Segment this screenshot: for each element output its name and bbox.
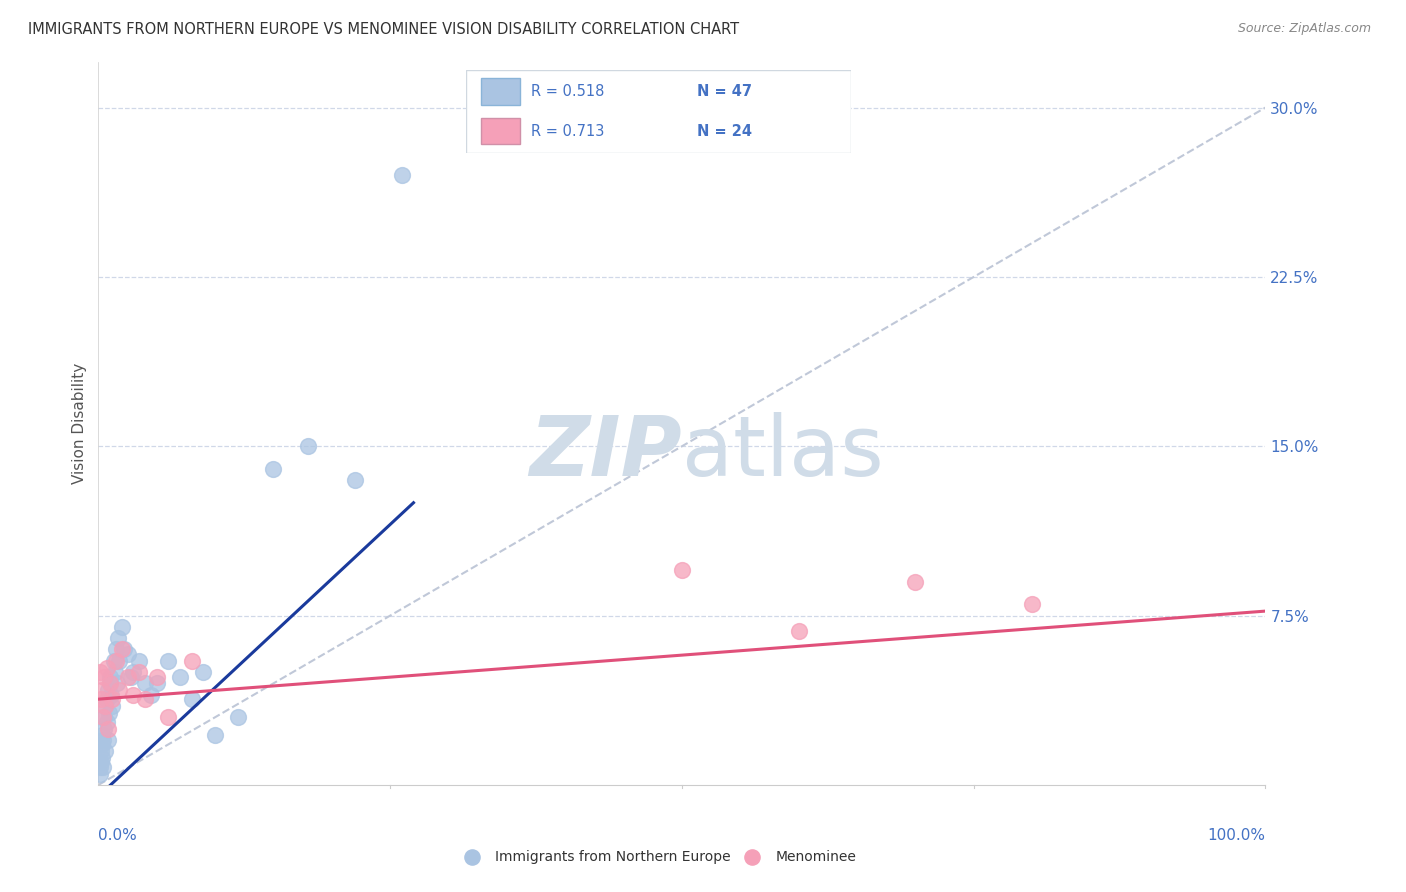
Point — [228, 710, 250, 724]
Point — [91, 732, 114, 747]
Point — [344, 473, 367, 487]
Point — [391, 169, 413, 183]
Text: 100.0%: 100.0% — [1208, 829, 1265, 843]
Text: 0.0%: 0.0% — [98, 829, 138, 843]
Point — [97, 683, 120, 698]
Point — [91, 710, 114, 724]
Point — [96, 692, 118, 706]
Point — [139, 688, 162, 702]
Point — [101, 692, 124, 706]
Point — [98, 676, 121, 690]
Point — [89, 766, 111, 780]
Point — [94, 744, 117, 758]
Point — [112, 642, 135, 657]
Point — [93, 722, 115, 736]
Point — [108, 654, 131, 668]
Point — [157, 654, 180, 668]
Point — [117, 669, 139, 683]
Point — [180, 692, 202, 706]
Point — [90, 728, 112, 742]
Point — [1021, 598, 1043, 612]
Point — [193, 665, 215, 679]
Point — [120, 669, 142, 683]
Text: Immigrants from Northern Europe: Immigrants from Northern Europe — [495, 850, 731, 864]
Point — [90, 692, 112, 706]
Point — [105, 676, 128, 690]
Text: IMMIGRANTS FROM NORTHERN EUROPE VS MENOMINEE VISION DISABILITY CORRELATION CHART: IMMIGRANTS FROM NORTHERN EUROPE VS MENOM… — [28, 22, 740, 37]
Text: atlas: atlas — [682, 412, 883, 493]
Point — [262, 462, 284, 476]
Point — [111, 620, 134, 634]
Point — [111, 642, 134, 657]
Point — [90, 751, 112, 765]
Point — [93, 710, 115, 724]
Point — [104, 642, 127, 657]
Point — [89, 760, 111, 774]
Point — [297, 439, 319, 453]
Y-axis label: Vision Disability: Vision Disability — [72, 363, 87, 484]
Point — [96, 714, 118, 729]
Text: Source: ZipAtlas.com: Source: ZipAtlas.com — [1237, 22, 1371, 36]
Point — [104, 654, 127, 668]
Point — [97, 706, 120, 720]
Point — [122, 665, 145, 679]
Point — [94, 698, 117, 713]
Point — [97, 722, 120, 736]
Point — [134, 676, 156, 690]
Point — [146, 669, 169, 683]
Point — [103, 654, 125, 668]
Point — [89, 665, 111, 679]
Point — [101, 698, 124, 713]
Point — [671, 564, 693, 578]
Point — [98, 669, 121, 683]
Point — [134, 692, 156, 706]
Point — [157, 710, 180, 724]
Point — [96, 660, 118, 674]
Point — [787, 624, 810, 639]
Point — [97, 732, 120, 747]
Point — [90, 744, 112, 758]
Point — [104, 665, 127, 679]
Point — [91, 760, 114, 774]
Point — [94, 698, 117, 713]
Text: Menominee: Menominee — [775, 850, 856, 864]
Point — [100, 688, 122, 702]
Point — [90, 683, 112, 698]
Point — [904, 574, 927, 589]
Point — [146, 676, 169, 690]
Point — [204, 728, 226, 742]
Point — [122, 688, 145, 702]
Point — [90, 756, 112, 770]
Point — [180, 654, 202, 668]
Point — [117, 647, 139, 661]
Point — [98, 676, 121, 690]
Point — [108, 683, 131, 698]
Point — [128, 654, 150, 668]
Point — [90, 737, 112, 751]
Point — [169, 669, 191, 683]
Point — [93, 669, 115, 683]
Point — [107, 631, 129, 645]
Text: ZIP: ZIP — [529, 412, 682, 493]
Point — [128, 665, 150, 679]
